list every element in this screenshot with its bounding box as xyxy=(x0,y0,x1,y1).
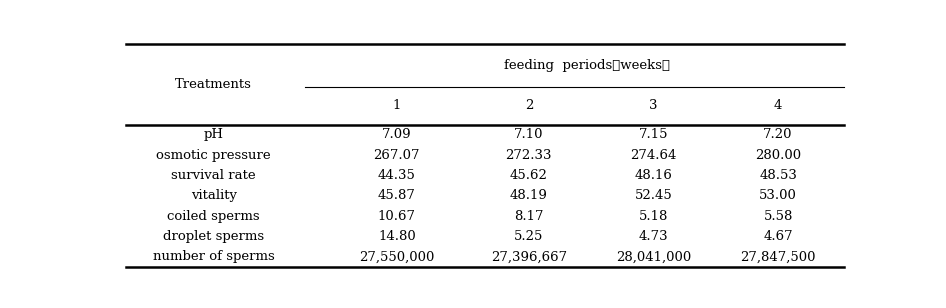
Text: 4.73: 4.73 xyxy=(639,230,668,243)
Text: 2: 2 xyxy=(525,99,533,112)
Text: vitality: vitality xyxy=(190,189,236,202)
Text: number of sperms: number of sperms xyxy=(152,250,274,263)
Text: 8.17: 8.17 xyxy=(514,210,544,223)
Text: 267.07: 267.07 xyxy=(374,149,420,162)
Text: 272.33: 272.33 xyxy=(505,149,552,162)
Text: 53.00: 53.00 xyxy=(759,189,797,202)
Text: 27,550,000: 27,550,000 xyxy=(359,250,434,263)
Text: 52.45: 52.45 xyxy=(635,189,673,202)
Text: 7.09: 7.09 xyxy=(382,128,412,141)
Text: 27,396,667: 27,396,667 xyxy=(491,250,567,263)
Text: 3: 3 xyxy=(649,99,657,112)
Text: 10.67: 10.67 xyxy=(377,210,416,223)
Text: 5.58: 5.58 xyxy=(763,210,793,223)
Text: 4: 4 xyxy=(774,99,782,112)
Text: 7.10: 7.10 xyxy=(514,128,544,141)
Text: 5.18: 5.18 xyxy=(639,210,668,223)
Text: 44.35: 44.35 xyxy=(377,169,416,182)
Text: coiled sperms: coiled sperms xyxy=(167,210,260,223)
Text: 48.53: 48.53 xyxy=(759,169,797,182)
Text: survival rate: survival rate xyxy=(171,169,255,182)
Text: 4.67: 4.67 xyxy=(763,230,793,243)
Text: 45.87: 45.87 xyxy=(377,189,416,202)
Text: Treatments: Treatments xyxy=(175,78,252,91)
Text: 7.15: 7.15 xyxy=(639,128,668,141)
Text: 7.20: 7.20 xyxy=(763,128,793,141)
Text: pH: pH xyxy=(203,128,223,141)
Text: 1: 1 xyxy=(393,99,401,112)
Text: 45.62: 45.62 xyxy=(510,169,548,182)
Text: 27,847,500: 27,847,500 xyxy=(741,250,815,263)
Text: droplet sperms: droplet sperms xyxy=(163,230,264,243)
Text: feeding  periods（weeks）: feeding periods（weeks） xyxy=(504,59,671,72)
Text: 274.64: 274.64 xyxy=(630,149,676,162)
Text: 48.19: 48.19 xyxy=(510,189,548,202)
Text: 48.16: 48.16 xyxy=(635,169,673,182)
Text: osmotic pressure: osmotic pressure xyxy=(156,149,271,162)
Text: 5.25: 5.25 xyxy=(514,230,544,243)
Text: 14.80: 14.80 xyxy=(378,230,415,243)
Text: 280.00: 280.00 xyxy=(755,149,801,162)
Text: 28,041,000: 28,041,000 xyxy=(616,250,692,263)
